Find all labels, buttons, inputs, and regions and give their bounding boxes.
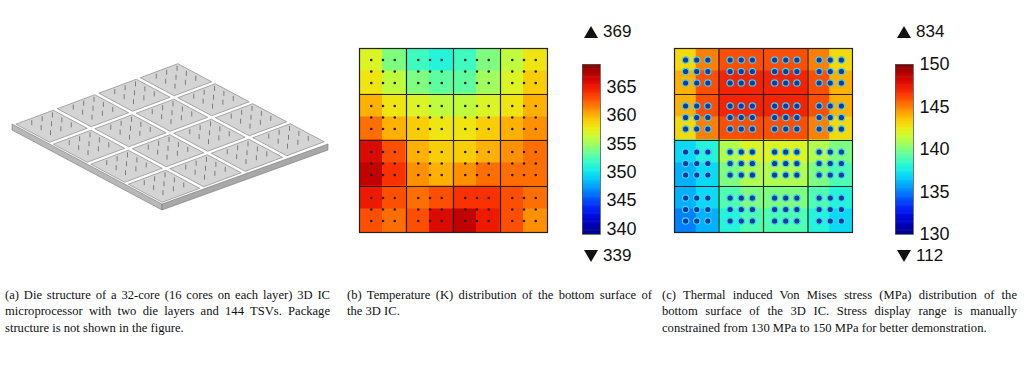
svg-text:340: 340 bbox=[607, 219, 637, 239]
html-text:834: 834 bbox=[916, 22, 945, 41]
svg-text:360: 360 bbox=[607, 105, 637, 125]
svg-text:135: 135 bbox=[920, 182, 950, 202]
svg-text:150: 150 bbox=[920, 54, 950, 74]
html-text:(c) Thermal induced Von Mises: (c) Thermal induced Von Mises stress (MP… bbox=[662, 288, 1017, 335]
svg-text:355: 355 bbox=[607, 134, 637, 154]
html-text:112: 112 bbox=[916, 246, 944, 265]
html-text:369: 369 bbox=[603, 22, 632, 41]
html-text:(a) Die structure of a 32-core: (a) Die structure of a 32-core (16 cores… bbox=[5, 288, 330, 335]
html-text:339: 339 bbox=[603, 246, 632, 265]
svg-text:140: 140 bbox=[920, 139, 950, 159]
svg-text:145: 145 bbox=[920, 97, 950, 117]
svg-text:350: 350 bbox=[607, 162, 637, 182]
svg-text:130: 130 bbox=[920, 224, 950, 244]
html-text:(b) Temperature (K) distributi: (b) Temperature (K) distribution of the … bbox=[347, 288, 652, 319]
svg-text:365: 365 bbox=[607, 77, 637, 97]
svg-text:345: 345 bbox=[607, 190, 637, 210]
